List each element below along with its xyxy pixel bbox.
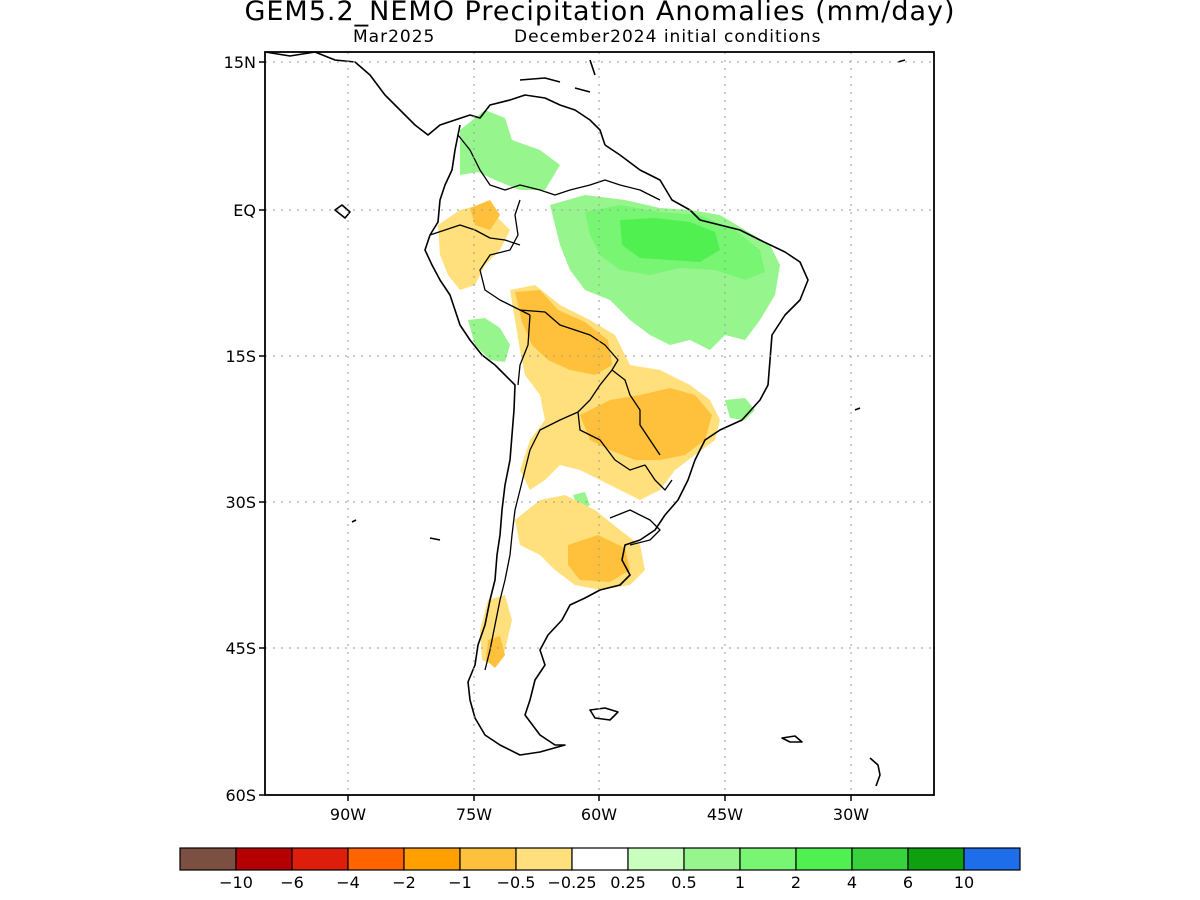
atlantic-islet-a [854,407,861,411]
colorbar-label: 4 [847,873,857,892]
colorbar-label: 0.25 [610,873,646,892]
colorbar-label: 1 [735,873,745,892]
colorbar-label: −2 [392,873,416,892]
colorbar-swatch [963,847,1021,871]
valid-month: Mar2025 [353,27,436,47]
pacific-islet-b [429,537,441,541]
lon-label: 75W [456,805,492,824]
anomaly-green-peru [468,318,510,362]
colorbar-swatch [179,847,237,871]
south-america-coastline [424,124,809,756]
lat-label: 45S [225,639,256,658]
lon-label: 90W [330,805,366,824]
colorbar-swatch [795,847,853,871]
anomaly-dry-parana-core [580,388,712,460]
anomaly-green-east-brazil [725,398,755,420]
colorbar-swatch [907,847,965,871]
pacific-islet-a [351,519,357,523]
anomaly-green-amazon-strong [620,218,720,262]
colorbar-swatch [459,847,517,871]
map-title: GEM5.2_NEMO Precipitation Anomalies (mm/… [244,0,956,27]
lon-label: 60W [581,805,617,824]
lat-label: 30S [225,493,256,512]
colorbar-label: 0.5 [671,873,696,892]
lat-label: 60S [225,786,256,805]
colorbar-swatch [235,847,293,871]
central-america-coastline [265,52,606,146]
lon-label: 45W [707,805,743,824]
colorbar-label: 6 [903,873,913,892]
colorbar-swatch [571,847,629,871]
country-borders [429,134,673,671]
lat-label: 15S [225,347,256,366]
south-sandwich-islands [869,757,881,787]
lat-label: 15N [224,53,256,72]
colorbar-label: −0.5 [497,873,536,892]
colorbar-swatch [347,847,405,871]
anomaly-dry-ecuador-core [470,200,500,230]
colorbar-label: 2 [791,873,801,892]
falkland-islands [589,707,619,721]
colorbar: −10 −6 −4 −2 −1 −0.5 −0.25 0.25 0.5 1 2 4 6 10 [179,847,1021,892]
colorbar-label: −6 [280,873,304,892]
colorbar-label: −10 [219,873,253,892]
colorbar-label: −4 [336,873,360,892]
colorbar-label: 10 [954,873,974,892]
lon-label: 30W [833,805,869,824]
caribbean-islands [519,59,906,93]
colorbar-swatch [627,847,685,871]
anomaly-dry-pampas-core [568,535,630,582]
lat-label: EQ [233,201,256,220]
longitude-labels: 90W 75W 60W 45W 30W [330,805,869,824]
colorbar-swatch [403,847,461,871]
axis-ticks [259,61,852,801]
anomaly-green-north-colombia [460,110,560,190]
colorbar-swatch [515,847,573,871]
colorbar-swatch [739,847,797,871]
south-georgia [781,735,803,743]
initial-conditions: December2024 initial conditions [514,27,822,47]
galapagos-islands [334,204,351,219]
colorbar-label: −0.25 [547,873,596,892]
anomaly-shading [438,110,780,668]
colorbar-label: −1 [448,873,472,892]
colorbar-swatch [851,847,909,871]
latitude-labels: 15N EQ 15S 30S 45S 60S [224,53,256,805]
colorbar-swatch [291,847,349,871]
colorbar-swatch [683,847,741,871]
